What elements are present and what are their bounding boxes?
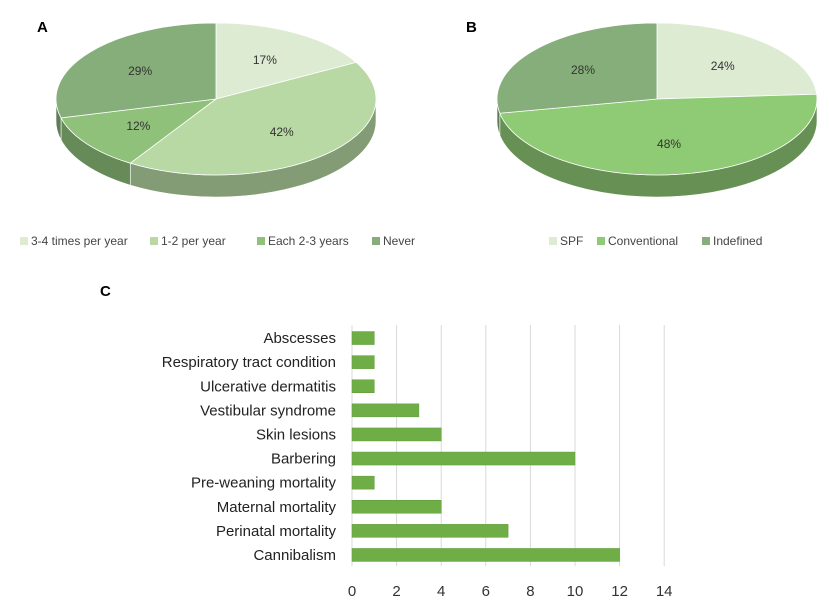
legend-b-label-spf: SPF — [560, 234, 583, 248]
x-tick-label: 14 — [656, 583, 673, 600]
category-label-abscesses: Abscesses — [263, 330, 336, 347]
x-tick-label: 2 — [392, 583, 400, 600]
pie-chart-b: 24% 48% 28% — [496, 22, 818, 198]
bar-respiratory-tract-condition — [351, 355, 375, 369]
category-label-ulcerative-dermatitis: Ulcerative dermatitis — [200, 378, 336, 395]
category-label-vestibular-syndrome: Vestibular syndrome — [200, 402, 336, 419]
legend-b: SPF Conventional Indefined — [549, 234, 762, 248]
category-label-pre-weaning-mortality: Pre-weaning mortality — [191, 475, 337, 492]
pie-a-slice-3-4-times-per-year — [215, 22, 358, 100]
x-tick-label: 12 — [611, 583, 628, 600]
bar-chart-c: 0 2 4 6 8 10 12 14 Abscesses Respiratory tract co… — [162, 325, 673, 600]
category-label-barbering: Barbering — [271, 451, 336, 468]
category-label-respiratory-tract-condition: Respiratory tract condition — [162, 354, 336, 371]
pie-a-slice-each-2-3-years — [60, 98, 218, 164]
panel-letter-c: C — [100, 283, 111, 300]
category-label-cannibalism: Cannibalism — [253, 547, 336, 564]
legend-a-swatch-never — [372, 237, 380, 245]
bar-barbering — [351, 451, 576, 466]
legend-b-label-conventional: Conventional — [608, 234, 678, 248]
bar-perinatal-mortality — [351, 524, 509, 538]
legend-a: 3-4 times per year 1-2 per year Each 2-3 y… — [20, 234, 415, 248]
panel-letter-b: B — [466, 19, 477, 36]
pie-a-slice-never — [55, 22, 217, 119]
legend-a-swatch-each-2-3-years — [257, 237, 265, 245]
pie-b-slice-indefined — [496, 22, 658, 114]
category-label-skin-lesions: Skin lesions — [256, 426, 336, 443]
bar-abscesses — [351, 331, 375, 345]
pie-b-slice-spf — [656, 22, 818, 100]
bar-vestibular-syndrome — [351, 403, 420, 418]
bar-pre-weaning-mortality — [351, 475, 375, 490]
pie-a-slice-1-2-per-year — [129, 61, 377, 176]
legend-b-swatch-spf — [549, 237, 557, 245]
x-tick-label: 0 — [348, 583, 356, 600]
legend-b-label-indefined: Indefined — [713, 234, 762, 248]
legend-a-label-never: Never — [383, 234, 415, 248]
legend-a-label-3-4-times-per-year: 3-4 times per year — [31, 234, 128, 248]
bar-ulcerative-dermatitis — [351, 379, 375, 393]
panel-letter-a: A — [37, 19, 48, 36]
legend-b-swatch-conventional — [597, 237, 605, 245]
legend-a-label-1-2-per-year: 1-2 per year — [161, 234, 226, 248]
legend-a-swatch-3-4-times-per-year — [20, 237, 28, 245]
pie-chart-a: 17% 42% 12% 29% — [55, 22, 377, 198]
bar-maternal-mortality — [351, 500, 442, 514]
pie-a-label-1-2-per-year: 42% — [270, 125, 294, 139]
pie-b-label-indefined: 28% — [571, 63, 595, 77]
x-tick-label: 4 — [437, 583, 445, 600]
x-tick-label: 8 — [526, 583, 534, 600]
legend-b-swatch-indefined — [702, 237, 710, 245]
pie-b-slice-conventional — [499, 93, 818, 176]
bar-cannibalism — [351, 548, 620, 562]
pie-a-label-never: 29% — [128, 64, 152, 78]
category-label-maternal-mortality: Maternal mortality — [217, 499, 337, 516]
pie-a-label-each-2-3-years: 12% — [126, 119, 150, 133]
pie-b-label-conventional: 48% — [657, 137, 681, 151]
category-label-perinatal-mortality: Perinatal mortality — [216, 523, 337, 540]
pie-a-label-3-4-times-per-year: 17% — [253, 53, 277, 67]
x-tick-label: 10 — [567, 583, 584, 600]
x-tick-label: 6 — [482, 583, 490, 600]
pie-b-label-spf: 24% — [711, 59, 735, 73]
legend-a-label-each-2-3-years: Each 2-3 years — [268, 234, 349, 248]
bar-skin-lesions — [351, 427, 442, 442]
legend-a-swatch-1-2-per-year — [150, 237, 158, 245]
